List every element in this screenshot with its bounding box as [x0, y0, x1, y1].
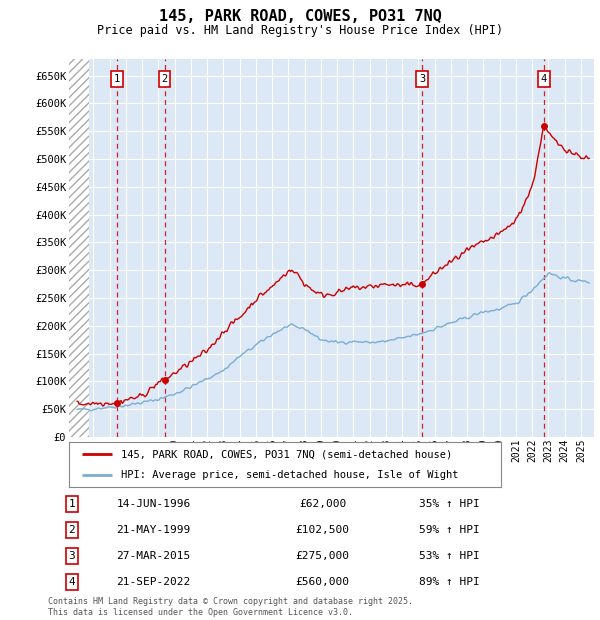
Text: 1: 1	[68, 499, 75, 509]
Text: 3: 3	[68, 551, 75, 561]
Text: 145, PARK ROAD, COWES, PO31 7NQ (semi-detached house): 145, PARK ROAD, COWES, PO31 7NQ (semi-de…	[121, 449, 452, 459]
Text: £62,000: £62,000	[299, 499, 346, 509]
Text: 4: 4	[68, 577, 75, 587]
Text: £560,000: £560,000	[296, 577, 350, 587]
Text: 4: 4	[541, 74, 547, 84]
Text: 3: 3	[419, 74, 425, 84]
Text: 21-MAY-1999: 21-MAY-1999	[116, 525, 191, 535]
Text: 2: 2	[68, 525, 75, 535]
Text: Contains HM Land Registry data © Crown copyright and database right 2025.
This d: Contains HM Land Registry data © Crown c…	[48, 598, 413, 617]
Text: 145, PARK ROAD, COWES, PO31 7NQ: 145, PARK ROAD, COWES, PO31 7NQ	[158, 9, 442, 24]
Text: 27-MAR-2015: 27-MAR-2015	[116, 551, 191, 561]
Text: 35% ↑ HPI: 35% ↑ HPI	[419, 499, 479, 509]
Bar	[69, 59, 89, 437]
Text: 14-JUN-1996: 14-JUN-1996	[116, 499, 191, 509]
Text: £275,000: £275,000	[296, 551, 350, 561]
Text: £102,500: £102,500	[296, 525, 350, 535]
Text: 1: 1	[114, 74, 120, 84]
Text: 2: 2	[161, 74, 167, 84]
Text: 21-SEP-2022: 21-SEP-2022	[116, 577, 191, 587]
Text: 89% ↑ HPI: 89% ↑ HPI	[419, 577, 479, 587]
Text: Price paid vs. HM Land Registry's House Price Index (HPI): Price paid vs. HM Land Registry's House …	[97, 24, 503, 37]
Text: 59% ↑ HPI: 59% ↑ HPI	[419, 525, 479, 535]
Text: HPI: Average price, semi-detached house, Isle of Wight: HPI: Average price, semi-detached house,…	[121, 469, 458, 480]
Text: 53% ↑ HPI: 53% ↑ HPI	[419, 551, 479, 561]
